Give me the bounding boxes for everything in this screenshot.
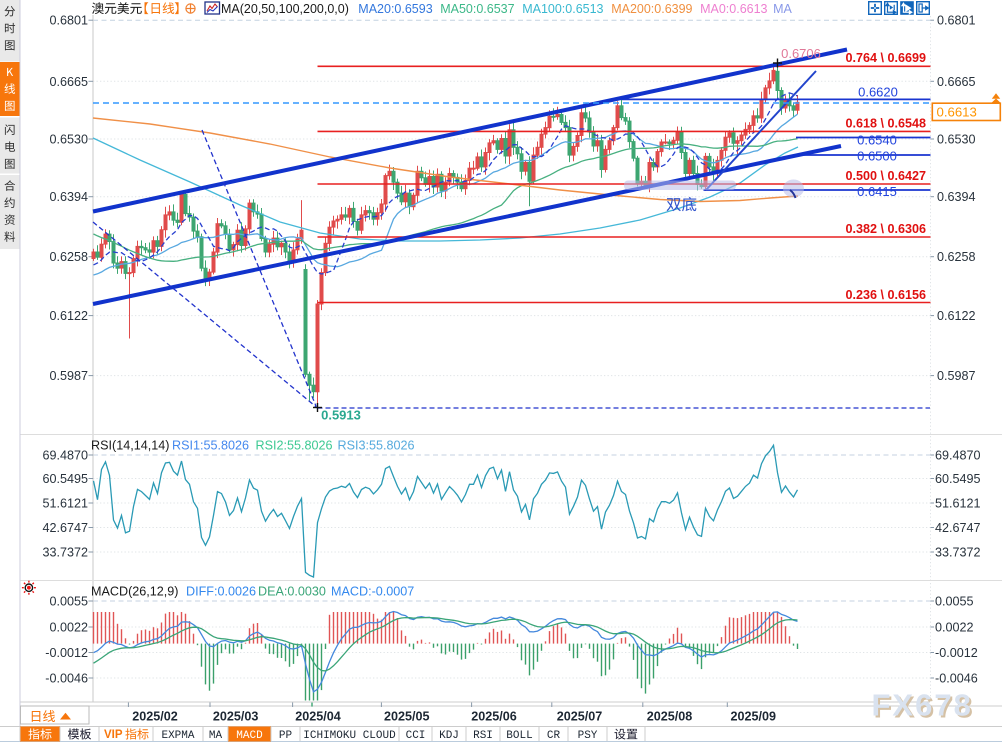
- svg-text:PSY: PSY: [578, 730, 598, 742]
- svg-text:0.6394: 0.6394: [937, 190, 976, 204]
- svg-text:0.6665: 0.6665: [49, 75, 88, 89]
- svg-text:MA0:0.6613: MA0:0.6613: [700, 2, 767, 16]
- svg-text:51.6121: 51.6121: [42, 497, 88, 511]
- svg-text:0.6394: 0.6394: [49, 190, 88, 204]
- svg-text:MA100:0.6513: MA100:0.6513: [522, 2, 603, 16]
- svg-text:0.6258: 0.6258: [937, 250, 976, 264]
- svg-text:RSI3:55.8026: RSI3:55.8026: [338, 439, 415, 453]
- svg-text:RSI(14,14,14): RSI(14,14,14): [91, 439, 169, 453]
- svg-text:0.764 \ 0.6699: 0.764 \ 0.6699: [845, 51, 926, 65]
- svg-text:RSI2:55.8026: RSI2:55.8026: [256, 439, 333, 453]
- svg-text:RSI: RSI: [473, 730, 493, 742]
- svg-text:0.5913: 0.5913: [321, 408, 361, 423]
- svg-text:ICHIMOKU CLOUD: ICHIMOKU CLOUD: [303, 730, 396, 742]
- svg-text:BOLL: BOLL: [506, 730, 532, 742]
- svg-text:33.7372: 33.7372: [42, 546, 88, 560]
- svg-text:0.500 \ 0.6427: 0.500 \ 0.6427: [845, 169, 926, 183]
- svg-text:MACD(26,12,9): MACD(26,12,9): [91, 585, 179, 599]
- svg-text:0.5987: 0.5987: [49, 369, 88, 383]
- svg-text:MA: MA: [773, 2, 792, 16]
- svg-text:MA50:0.6537: MA50:0.6537: [440, 2, 514, 16]
- svg-text:0.0022: 0.0022: [49, 621, 88, 635]
- svg-text:MA20:0.6593: MA20:0.6593: [358, 2, 432, 16]
- svg-text:MACD: MACD: [236, 730, 263, 742]
- svg-text:0.0022: 0.0022: [935, 621, 974, 635]
- svg-text:0.6258: 0.6258: [49, 250, 88, 264]
- svg-text:2025/08: 2025/08: [647, 710, 693, 724]
- svg-text:FX678: FX678: [874, 690, 975, 725]
- svg-text:2025/07: 2025/07: [557, 710, 603, 724]
- svg-text:0.0055: 0.0055: [49, 595, 88, 609]
- svg-text:MA: MA: [209, 730, 223, 742]
- svg-text:0.6415: 0.6415: [857, 184, 897, 199]
- svg-text:60.5495: 60.5495: [42, 472, 88, 486]
- svg-text:-0.0012: -0.0012: [935, 646, 978, 660]
- svg-text:0.6530: 0.6530: [49, 133, 88, 147]
- svg-text:0.6500: 0.6500: [857, 149, 897, 164]
- svg-text:DEA:0.0030: DEA:0.0030: [258, 585, 326, 599]
- svg-text:42.6747: 42.6747: [42, 521, 88, 535]
- svg-text:EXPMA: EXPMA: [161, 730, 194, 742]
- svg-text:0.6122: 0.6122: [49, 309, 88, 323]
- svg-text:51.6121: 51.6121: [935, 497, 981, 511]
- svg-text:CCI: CCI: [406, 730, 426, 742]
- svg-text:RSI1:55.8026: RSI1:55.8026: [172, 439, 249, 453]
- svg-text:-0.0046: -0.0046: [935, 672, 978, 686]
- svg-text:42.6747: 42.6747: [935, 521, 981, 535]
- svg-text:-0.0012: -0.0012: [45, 646, 88, 660]
- svg-text:33.7372: 33.7372: [935, 546, 981, 560]
- svg-text:2025/05: 2025/05: [384, 710, 430, 724]
- svg-text:2025/02: 2025/02: [132, 710, 178, 724]
- svg-text:0.6620: 0.6620: [858, 85, 898, 100]
- svg-text:2025/09: 2025/09: [731, 710, 777, 724]
- svg-text:2025/06: 2025/06: [471, 710, 517, 724]
- svg-text:0.6530: 0.6530: [937, 133, 976, 147]
- svg-text:VIP: VIP: [104, 729, 123, 741]
- svg-text:DIFF:0.0026: DIFF:0.0026: [186, 585, 256, 599]
- svg-text:CR: CR: [547, 730, 561, 742]
- svg-text:FX678: FX678: [872, 688, 973, 723]
- svg-text:0.6801: 0.6801: [49, 14, 88, 28]
- svg-text:KDJ: KDJ: [439, 730, 459, 742]
- svg-text:2025/04: 2025/04: [295, 710, 341, 724]
- svg-text:69.4870: 69.4870: [42, 449, 88, 463]
- svg-text:PP: PP: [279, 730, 293, 742]
- svg-text:MACD:-0.0007: MACD:-0.0007: [331, 585, 414, 599]
- svg-text:-0.0046: -0.0046: [45, 672, 88, 686]
- svg-text:MA(20,50,100,200,0,0): MA(20,50,100,200,0,0): [221, 2, 349, 16]
- svg-text:0.5987: 0.5987: [937, 369, 976, 383]
- svg-text:0.6613: 0.6613: [937, 104, 977, 119]
- svg-text:60.5495: 60.5495: [935, 472, 981, 486]
- svg-text:0.382 \ 0.6306: 0.382 \ 0.6306: [845, 222, 926, 236]
- svg-text:0.236 \ 0.6156: 0.236 \ 0.6156: [845, 288, 926, 302]
- svg-text:69.4870: 69.4870: [935, 449, 981, 463]
- svg-text:MA200:0.6399: MA200:0.6399: [611, 2, 692, 16]
- svg-text:0.0055: 0.0055: [935, 595, 974, 609]
- svg-text:0.6122: 0.6122: [937, 309, 976, 323]
- svg-text:0.6540: 0.6540: [857, 133, 897, 148]
- svg-text:0.6665: 0.6665: [937, 75, 976, 89]
- svg-text:2025/03: 2025/03: [213, 710, 259, 724]
- svg-text:0.618 \ 0.6548: 0.618 \ 0.6548: [845, 117, 926, 131]
- svg-text:0.6801: 0.6801: [937, 14, 976, 28]
- svg-text:0.6706: 0.6706: [781, 46, 821, 61]
